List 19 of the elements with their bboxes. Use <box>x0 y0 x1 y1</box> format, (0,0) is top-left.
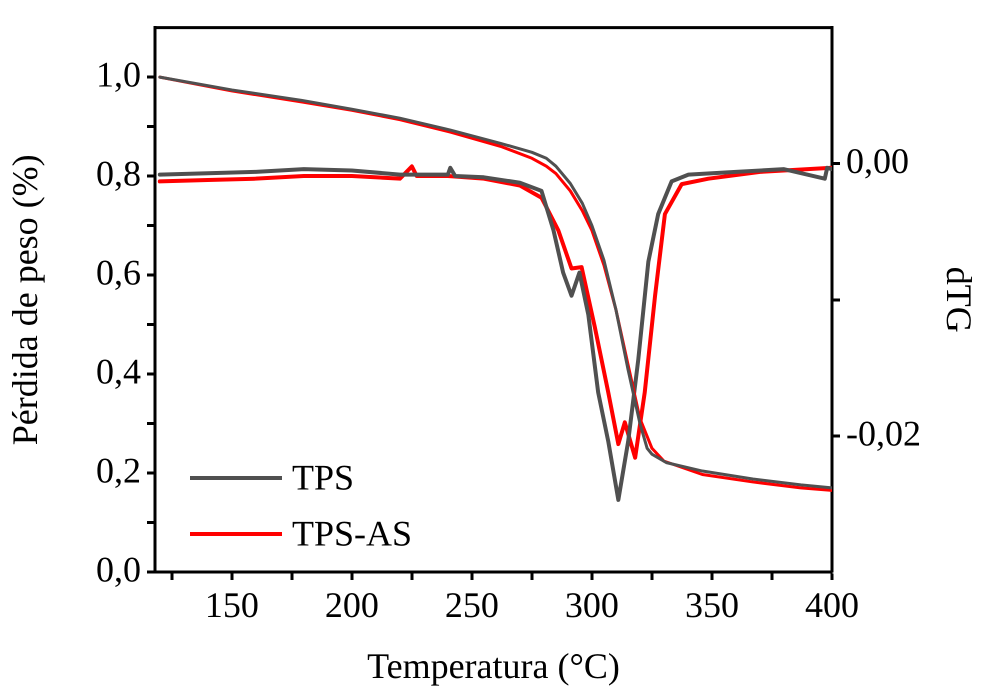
y-tick-label: 0,8 <box>96 154 141 194</box>
x-tick-label: 200 <box>324 585 379 626</box>
y-tick-label: 0,2 <box>96 450 141 490</box>
legend-label: TPS <box>292 457 354 498</box>
x-tick-label: 300 <box>564 585 619 626</box>
y-axis-title: Pérdida de peso (%) <box>5 154 46 446</box>
x-tick-label: 400 <box>805 585 859 626</box>
x-tick-label: 150 <box>204 585 259 626</box>
y2-axis-title: dTG <box>938 266 979 333</box>
legend-label: TPS-AS <box>292 513 412 554</box>
x-axis-title: Temperatura (°C) <box>367 646 620 686</box>
x-tick-label: 350 <box>684 585 739 626</box>
y2-tick-label: 0,00 <box>846 141 909 182</box>
y-tick-label: 0,4 <box>96 351 141 392</box>
y-tick-label: 1,0 <box>96 54 141 95</box>
y-tick-label: 0,0 <box>96 549 141 590</box>
y-tick-label: 0,6 <box>96 252 141 293</box>
x-tick-label: 250 <box>444 585 499 626</box>
y2-tick-label: -0,02 <box>846 413 921 454</box>
